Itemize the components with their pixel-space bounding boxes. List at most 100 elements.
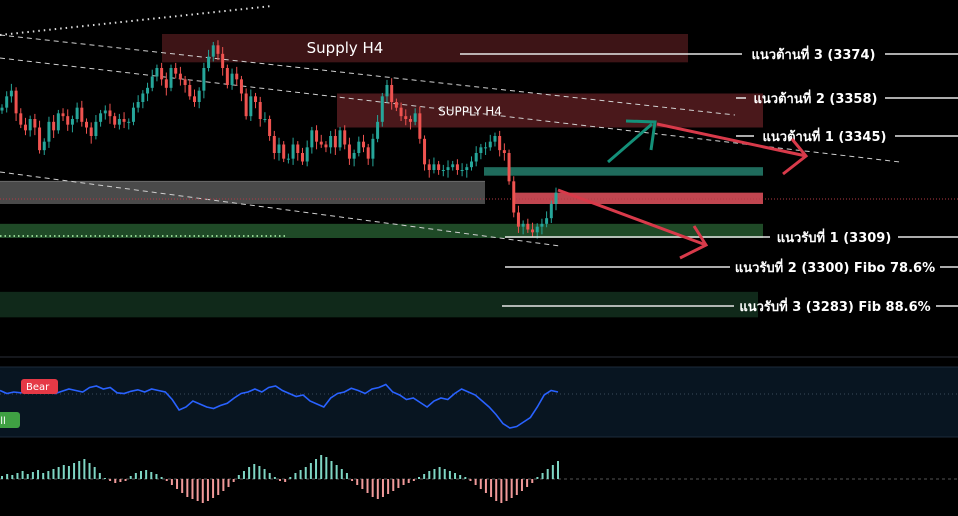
candle-body	[169, 68, 173, 88]
zone-dark-green-zone	[0, 291, 758, 318]
bull-badge	[0, 412, 20, 428]
candle-body	[310, 130, 314, 148]
candle-body	[225, 68, 229, 85]
histogram-bar	[212, 479, 215, 498]
histogram-bar	[479, 479, 482, 489]
arrows-layer	[557, 119, 809, 260]
candle-body	[38, 127, 42, 151]
histogram-bar	[315, 459, 318, 479]
candle-body	[127, 121, 131, 123]
histogram-bar	[433, 469, 436, 479]
candle-body	[268, 119, 272, 136]
candle-body	[174, 68, 178, 74]
trendlines-layer	[0, 5, 958, 247]
histogram-bar	[351, 479, 354, 481]
histogram-bar	[531, 479, 534, 483]
histogram-bar	[464, 477, 467, 479]
candle-body	[94, 121, 98, 136]
candle-body	[507, 153, 511, 182]
candle-body	[56, 113, 60, 131]
zone-label-supply-h4-lower: SUPPLY H4	[438, 105, 502, 119]
candle-body	[235, 73, 239, 80]
candle-body	[469, 161, 473, 168]
candle-body	[131, 107, 135, 122]
arrow-down-right-head-icon	[782, 138, 809, 176]
candle-body	[211, 45, 215, 57]
zone-green-zone	[0, 223, 763, 238]
histogram-bar	[119, 479, 122, 482]
candle-body	[535, 226, 539, 233]
candle-body	[192, 96, 196, 102]
histogram-bar	[459, 475, 462, 479]
candle-body	[479, 147, 483, 153]
candle-body	[14, 90, 18, 114]
candle-body	[277, 144, 281, 153]
histogram-bar	[495, 479, 498, 501]
histogram-bar	[62, 465, 65, 479]
candle-body	[540, 223, 544, 227]
histogram-bar	[376, 479, 379, 499]
histogram-bar	[279, 479, 281, 481]
candle-body	[498, 136, 502, 151]
candle-body	[230, 73, 234, 85]
candle-body	[371, 138, 375, 159]
histogram-bar	[222, 479, 225, 491]
histogram-bar	[273, 477, 276, 479]
candle-body	[408, 119, 412, 122]
histogram-bar	[140, 471, 142, 479]
bear-badge-label: Bear	[26, 382, 50, 393]
candle-body	[418, 113, 422, 139]
histogram-bar	[289, 477, 292, 479]
histogram-bar	[345, 473, 348, 479]
candle-body	[286, 158, 290, 160]
candle-body	[108, 110, 112, 117]
histogram-bar	[150, 472, 153, 479]
candle-body	[197, 90, 201, 102]
candle-body	[70, 119, 74, 125]
candle-body	[141, 93, 145, 102]
candle-body	[390, 85, 394, 102]
oscillator-panel: Bear Bull	[0, 366, 958, 438]
candle-body	[291, 144, 295, 159]
histogram-bar	[541, 473, 544, 479]
histogram-bar	[263, 469, 266, 479]
candle-body	[183, 79, 187, 85]
candle-body	[465, 167, 469, 170]
candle-body	[333, 136, 337, 148]
bull-badge-label: Bull	[0, 416, 6, 427]
histogram-bar	[320, 455, 323, 479]
candle-body	[554, 192, 558, 204]
candle-body	[239, 79, 243, 94]
histogram-bar	[114, 479, 117, 483]
histogram-bar	[361, 479, 364, 489]
candle-body	[305, 147, 309, 162]
histogram-bar	[242, 471, 245, 479]
histogram-bar	[325, 457, 328, 479]
histogram-bar	[11, 475, 14, 479]
candle-body	[343, 130, 347, 145]
histogram-bar	[124, 479, 127, 481]
candle-body	[531, 229, 535, 233]
histogram-bar	[330, 461, 333, 479]
histogram-bar	[407, 479, 410, 483]
histogram-bar	[418, 477, 420, 479]
histogram-bar	[520, 479, 523, 491]
histogram-bar	[253, 464, 256, 479]
histogram-bar	[191, 479, 194, 499]
candle-body	[484, 147, 488, 149]
histogram-bar	[93, 467, 96, 479]
candle-body	[488, 141, 492, 148]
histogram-bar	[6, 474, 9, 479]
candle-body	[122, 119, 126, 122]
candle-body	[338, 130, 342, 148]
histogram-bar	[47, 471, 50, 479]
candle-body	[80, 107, 84, 122]
level-label: แนวต้านที่ 1 (3345)	[763, 127, 887, 145]
histogram-bar	[181, 479, 184, 493]
histogram-bar	[551, 465, 554, 479]
histogram-bar	[103, 478, 106, 479]
candle-body	[352, 153, 356, 159]
candle-body	[282, 144, 286, 159]
candle-body	[89, 127, 93, 136]
